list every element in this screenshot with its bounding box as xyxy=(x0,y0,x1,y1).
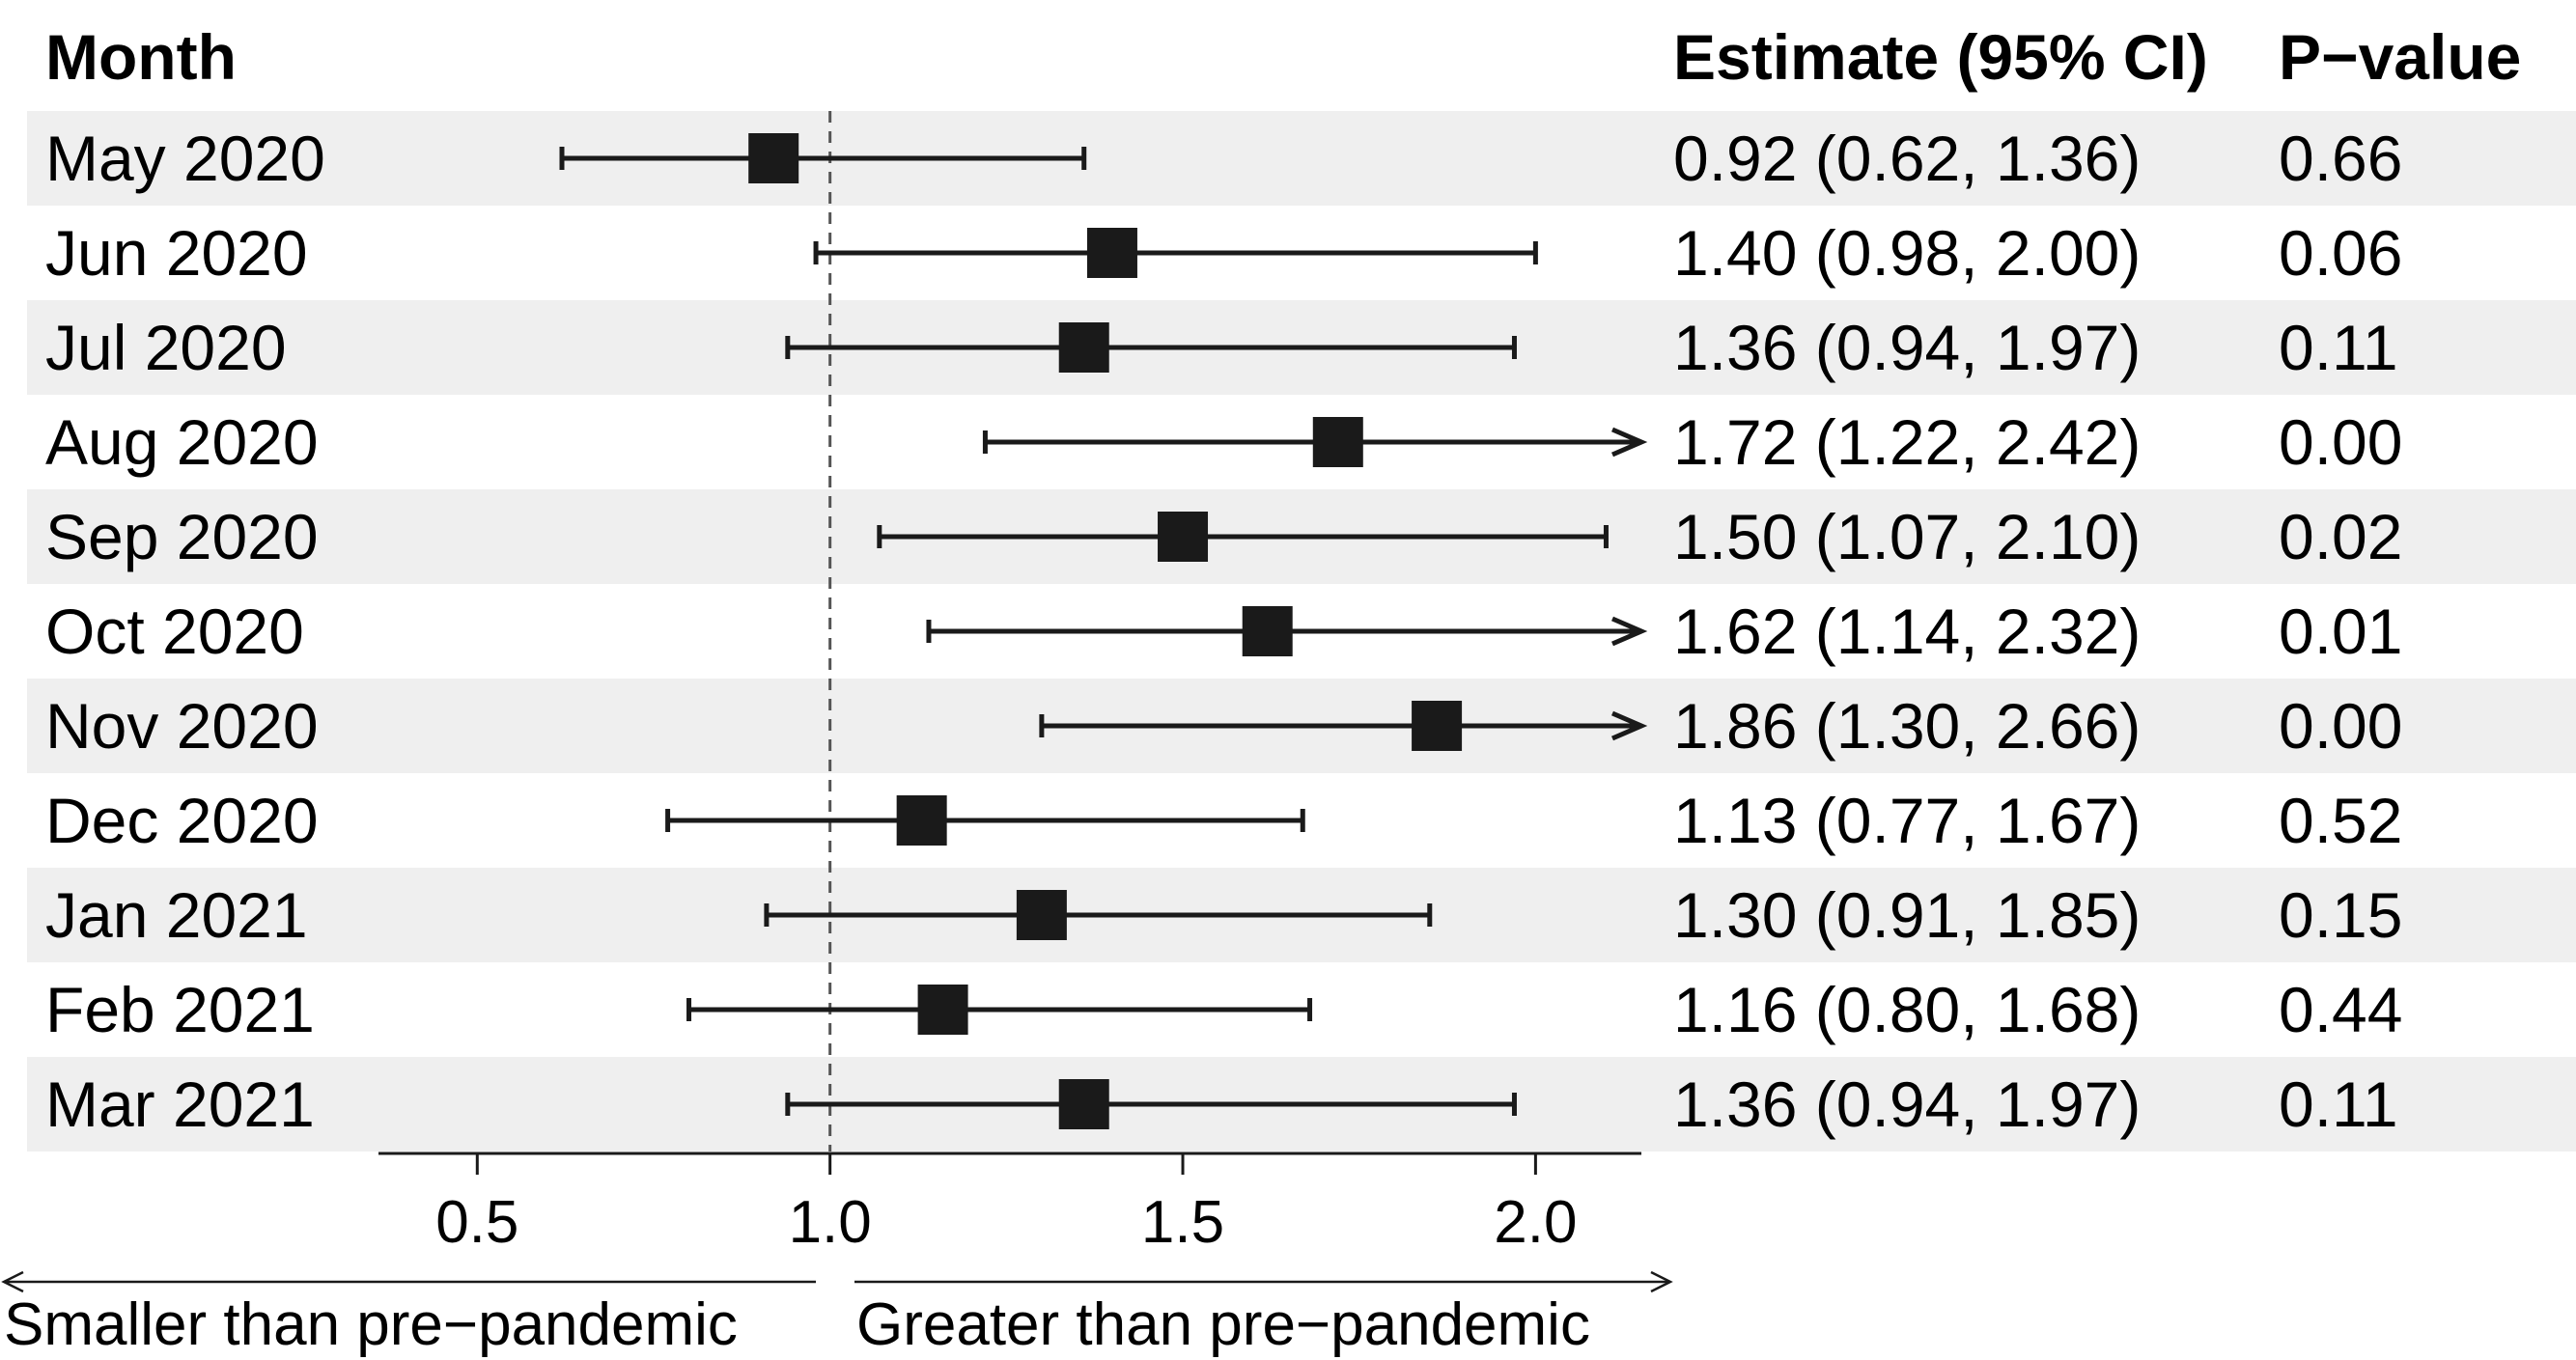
row-label: Dec 2020 xyxy=(45,785,319,856)
p-value-text: 0.11 xyxy=(2279,312,2398,383)
row-label: Nov 2020 xyxy=(45,690,319,762)
row-label: Feb 2021 xyxy=(45,974,315,1045)
row-label: Jul 2020 xyxy=(45,312,287,383)
forest-row: Oct 2020 1.62 (1.14, 2.32) 0.01 xyxy=(45,596,2402,667)
ci-arrow xyxy=(1611,616,1648,647)
row-label: Mar 2021 xyxy=(45,1069,315,1140)
left-direction-label: Smaller than pre−pandemic xyxy=(4,1291,738,1358)
estimate-marker xyxy=(1058,322,1109,373)
estimate-ci-text: 1.36 (0.94, 1.97) xyxy=(1673,312,2141,383)
p-value-text: 0.00 xyxy=(2279,406,2402,478)
estimate-ci-text: 1.86 (1.30, 2.66) xyxy=(1673,690,2141,762)
row-label: Aug 2020 xyxy=(45,406,319,478)
estimate-marker xyxy=(1242,606,1293,656)
p-value-text: 0.66 xyxy=(2279,123,2402,194)
right-arrow-head xyxy=(1650,1270,1673,1293)
estimate-ci-text: 1.62 (1.14, 2.32) xyxy=(1673,596,2141,667)
p-value-text: 0.52 xyxy=(2279,785,2402,856)
header-estimate: Estimate (95% CI) xyxy=(1673,21,2208,93)
estimate-ci-text: 1.36 (0.94, 1.97) xyxy=(1673,1069,2141,1140)
direction-labels: Smaller than pre−pandemic Greater than p… xyxy=(1,1270,1673,1358)
estimate-marker xyxy=(1312,417,1363,467)
estimate-ci-text: 1.50 (1.07, 2.10) xyxy=(1673,501,2141,572)
forest-row: Aug 2020 1.72 (1.22, 2.42) 0.00 xyxy=(45,406,2402,478)
estimate-ci-text: 1.72 (1.22, 2.42) xyxy=(1673,406,2141,478)
forest-row: Jan 2021 1.30 (0.91, 1.85) 0.15 xyxy=(45,879,2402,951)
estimate-marker xyxy=(1016,890,1067,940)
row-label: Jun 2020 xyxy=(45,217,308,289)
ci-arrow xyxy=(1611,710,1648,741)
right-direction-label: Greater than pre−pandemic xyxy=(856,1291,1590,1358)
estimate-ci-text: 0.92 (0.62, 1.36) xyxy=(1673,123,2141,194)
p-value-text: 0.44 xyxy=(2279,974,2402,1045)
estimate-marker xyxy=(896,795,947,846)
row-stripe xyxy=(27,111,2576,206)
estimate-ci-text: 1.40 (0.98, 2.00) xyxy=(1673,217,2141,289)
estimate-marker xyxy=(1412,701,1463,751)
x-tick-label: 1.5 xyxy=(1141,1189,1224,1256)
forest-row: Feb 2021 1.16 (0.80, 1.68) 0.44 xyxy=(45,974,2402,1045)
forest-row: Jun 2020 1.40 (0.98, 2.00) 0.06 xyxy=(45,217,2402,289)
ci-arrow xyxy=(1611,427,1648,458)
estimate-ci-text: 1.16 (0.80, 1.68) xyxy=(1673,974,2141,1045)
p-value-text: 0.11 xyxy=(2279,1069,2398,1140)
forest-row: Sep 2020 1.50 (1.07, 2.10) 0.02 xyxy=(45,501,2402,572)
p-value-text: 0.00 xyxy=(2279,690,2402,762)
p-value-text: 0.02 xyxy=(2279,501,2402,572)
estimate-marker xyxy=(748,133,799,183)
estimate-marker xyxy=(1058,1079,1109,1129)
header-pvalue: P−value xyxy=(2279,21,2521,93)
forest-row: May 2020 0.92 (0.62, 1.36) 0.66 xyxy=(45,123,2402,194)
x-tick-label: 2.0 xyxy=(1494,1189,1577,1256)
rows: May 2020 0.92 (0.62, 1.36) 0.66 Jun 2020 1.4… xyxy=(45,123,2402,1140)
p-value-text: 0.06 xyxy=(2279,217,2402,289)
header-month: Month xyxy=(45,21,237,93)
estimate-ci-text: 1.30 (0.91, 1.85) xyxy=(1673,879,2141,951)
x-tick-label: 1.0 xyxy=(789,1189,872,1256)
left-arrow-head xyxy=(1,1270,24,1293)
estimate-marker xyxy=(917,985,968,1035)
forest-row: Jul 2020 1.36 (0.94, 1.97) 0.11 xyxy=(45,312,2398,383)
forest-row: Nov 2020 1.86 (1.30, 2.66) 0.00 xyxy=(45,690,2402,762)
estimate-marker xyxy=(1086,228,1137,278)
x-tick-label: 0.5 xyxy=(435,1189,518,1256)
estimate-marker xyxy=(1158,512,1209,562)
p-value-text: 0.15 xyxy=(2279,879,2402,951)
row-label: May 2020 xyxy=(45,123,325,194)
p-value-text: 0.01 xyxy=(2279,596,2402,667)
row-label: Jan 2021 xyxy=(45,879,308,951)
forest-row: Mar 2021 1.36 (0.94, 1.97) 0.11 xyxy=(45,1069,2398,1140)
x-axis: 0.5 1.0 1.5 2.0 xyxy=(378,1152,1641,1256)
estimate-ci-text: 1.13 (0.77, 1.67) xyxy=(1673,785,2141,856)
row-label: Oct 2020 xyxy=(45,596,304,667)
row-label: Sep 2020 xyxy=(45,501,319,572)
forest-row: Dec 2020 1.13 (0.77, 1.67) 0.52 xyxy=(45,785,2402,856)
